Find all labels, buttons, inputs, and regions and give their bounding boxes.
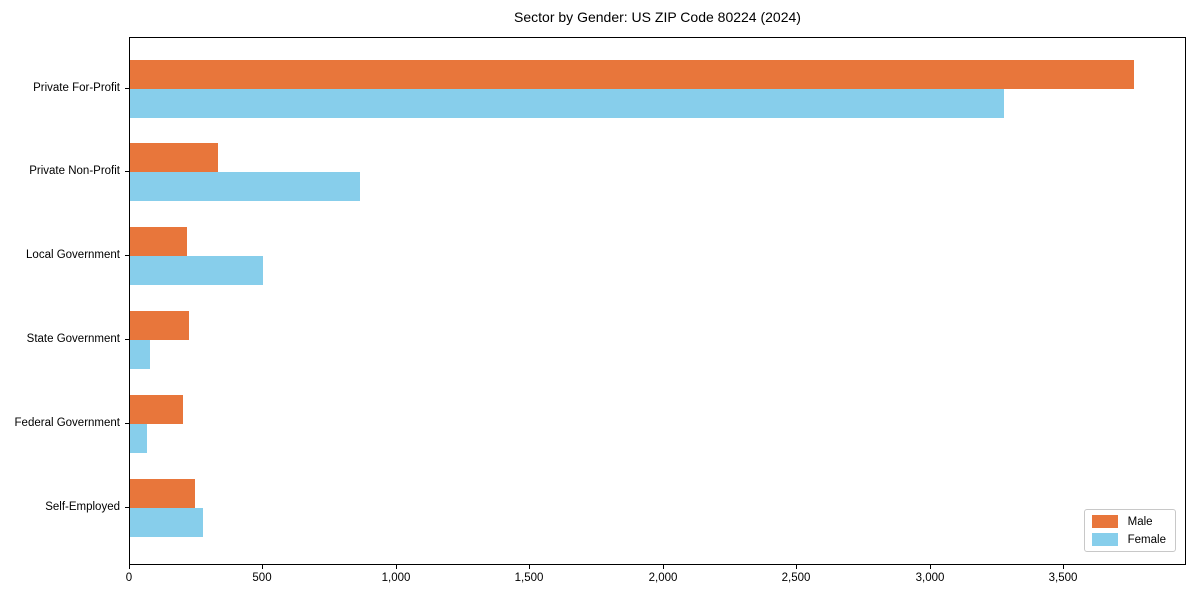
ytick-mark: [125, 507, 129, 508]
xtick-label-1-500: 1,500: [514, 572, 544, 584]
bar-female-private-non-profit: [130, 172, 361, 201]
xtick-mark: [396, 565, 397, 569]
bar-male-state-government: [130, 311, 189, 340]
ytick-mark: [125, 339, 129, 340]
bar-male-self-employed: [130, 479, 196, 508]
bar-female-private-for-profit: [130, 89, 1004, 118]
legend-label-female: Female: [1127, 533, 1166, 546]
bar-female-federal-government: [130, 424, 148, 453]
xtick-label-2-500: 2,500: [781, 572, 811, 584]
chart-title: Sector by Gender: US ZIP Code 80224 (202…: [514, 9, 801, 25]
ytick-label-self-employed: Self-Employed: [45, 501, 120, 513]
ytick-mark: [125, 423, 129, 424]
xtick-label-3-000: 3,000: [915, 572, 945, 584]
xtick-mark: [930, 565, 931, 569]
bar-female-local-government: [130, 256, 264, 285]
plot-area: Male Female: [129, 37, 1186, 565]
legend-swatch-male: [1091, 515, 1118, 528]
xtick-mark: [663, 565, 664, 569]
xtick-label-500: 500: [252, 572, 272, 584]
ytick-label-local-government: Local Government: [26, 249, 120, 261]
xtick-mark: [262, 565, 263, 569]
bar-female-self-employed: [130, 508, 204, 537]
legend-label-male: Male: [1127, 515, 1153, 528]
ytick-label-private-non-profit: Private Non-Profit: [29, 165, 120, 177]
bar-male-federal-government: [130, 395, 184, 424]
xtick-label-1-000: 1,000: [381, 572, 411, 584]
legend-item-male: Male: [1091, 515, 1166, 528]
ytick-mark: [125, 255, 129, 256]
xtick-label-3-500: 3,500: [1048, 572, 1078, 584]
bar-male-private-non-profit: [130, 143, 218, 172]
xtick-mark: [1063, 565, 1064, 569]
bar-female-state-government: [130, 340, 150, 369]
legend-item-female: Female: [1091, 533, 1166, 546]
ytick-label-private-for-profit: Private For-Profit: [33, 82, 120, 94]
xtick-label-0: 0: [125, 572, 133, 584]
xtick-mark: [529, 565, 530, 569]
ytick-mark: [125, 88, 129, 89]
xtick-mark: [129, 565, 130, 569]
ytick-mark: [125, 171, 129, 172]
legend: Male Female: [1083, 509, 1176, 552]
bar-male-local-government: [130, 227, 188, 256]
xtick-mark: [796, 565, 797, 569]
ytick-label-state-government: State Government: [26, 333, 120, 345]
legend-swatch-female: [1091, 533, 1118, 546]
ytick-label-federal-government: Federal Government: [14, 417, 120, 429]
bar-male-private-for-profit: [130, 60, 1135, 89]
xtick-label-2-000: 2,000: [648, 572, 678, 584]
